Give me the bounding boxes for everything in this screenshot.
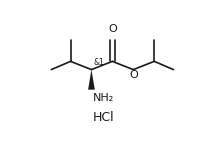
Text: &1: &1 bbox=[93, 58, 104, 67]
Text: O: O bbox=[129, 70, 138, 80]
Text: O: O bbox=[108, 24, 117, 34]
Text: HCl: HCl bbox=[93, 111, 115, 124]
Text: NH₂: NH₂ bbox=[93, 93, 114, 103]
Polygon shape bbox=[88, 70, 95, 90]
